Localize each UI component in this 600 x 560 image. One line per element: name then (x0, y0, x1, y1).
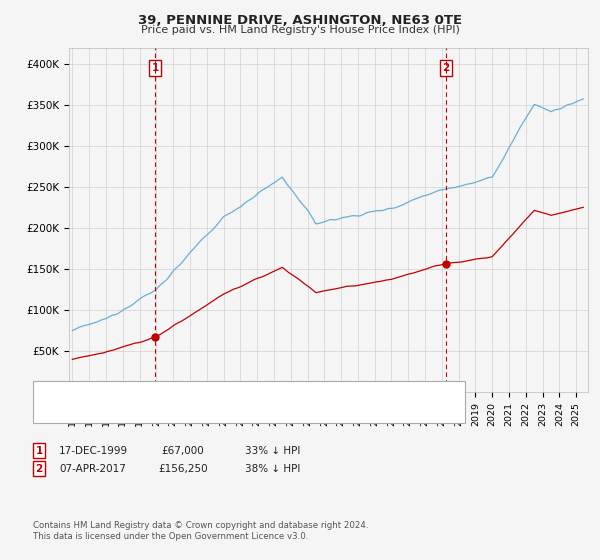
Text: Price paid vs. HM Land Registry's House Price Index (HPI): Price paid vs. HM Land Registry's House … (140, 25, 460, 35)
Text: 17-DEC-1999: 17-DEC-1999 (58, 446, 128, 456)
Text: £67,000: £67,000 (161, 446, 205, 456)
Text: Contains HM Land Registry data © Crown copyright and database right 2024.
This d: Contains HM Land Registry data © Crown c… (33, 521, 368, 540)
Text: £156,250: £156,250 (158, 464, 208, 474)
Text: HPI: Average price, detached house, Northumberland: HPI: Average price, detached house, Nort… (60, 408, 322, 418)
Text: 33% ↓ HPI: 33% ↓ HPI (245, 446, 301, 456)
Text: 2: 2 (35, 464, 43, 474)
Text: —: — (42, 384, 58, 398)
Text: 1: 1 (151, 63, 158, 73)
Text: 39, PENNINE DRIVE, ASHINGTON, NE63 0TE: 39, PENNINE DRIVE, ASHINGTON, NE63 0TE (138, 14, 462, 27)
Text: 38% ↓ HPI: 38% ↓ HPI (245, 464, 301, 474)
Text: 39, PENNINE DRIVE, ASHINGTON, NE63 0TE (detached house): 39, PENNINE DRIVE, ASHINGTON, NE63 0TE (… (60, 386, 362, 396)
Text: 1: 1 (35, 446, 43, 456)
Text: —: — (42, 405, 58, 420)
Text: 2: 2 (442, 63, 449, 73)
Text: 07-APR-2017: 07-APR-2017 (59, 464, 127, 474)
